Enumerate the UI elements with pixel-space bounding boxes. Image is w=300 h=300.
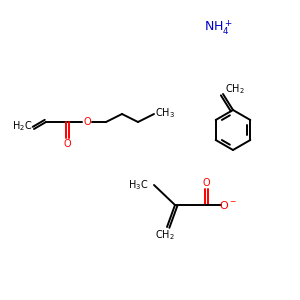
Text: $\mathregular{O^-}$: $\mathregular{O^-}$	[219, 199, 237, 211]
Text: $\mathregular{CH_2}$: $\mathregular{CH_2}$	[155, 228, 175, 242]
Text: $\mathregular{H_3C}$: $\mathregular{H_3C}$	[128, 178, 148, 192]
Text: O: O	[83, 117, 91, 127]
Text: O: O	[64, 139, 71, 149]
Text: $\mathregular{CH_2}$: $\mathregular{CH_2}$	[225, 82, 245, 96]
Text: $\mathregular{NH_4^+}$: $\mathregular{NH_4^+}$	[203, 19, 232, 38]
Text: $\mathregular{H_2C}$: $\mathregular{H_2C}$	[12, 119, 32, 133]
Text: $\mathregular{CH_3}$: $\mathregular{CH_3}$	[155, 106, 175, 120]
Text: O: O	[203, 178, 210, 188]
